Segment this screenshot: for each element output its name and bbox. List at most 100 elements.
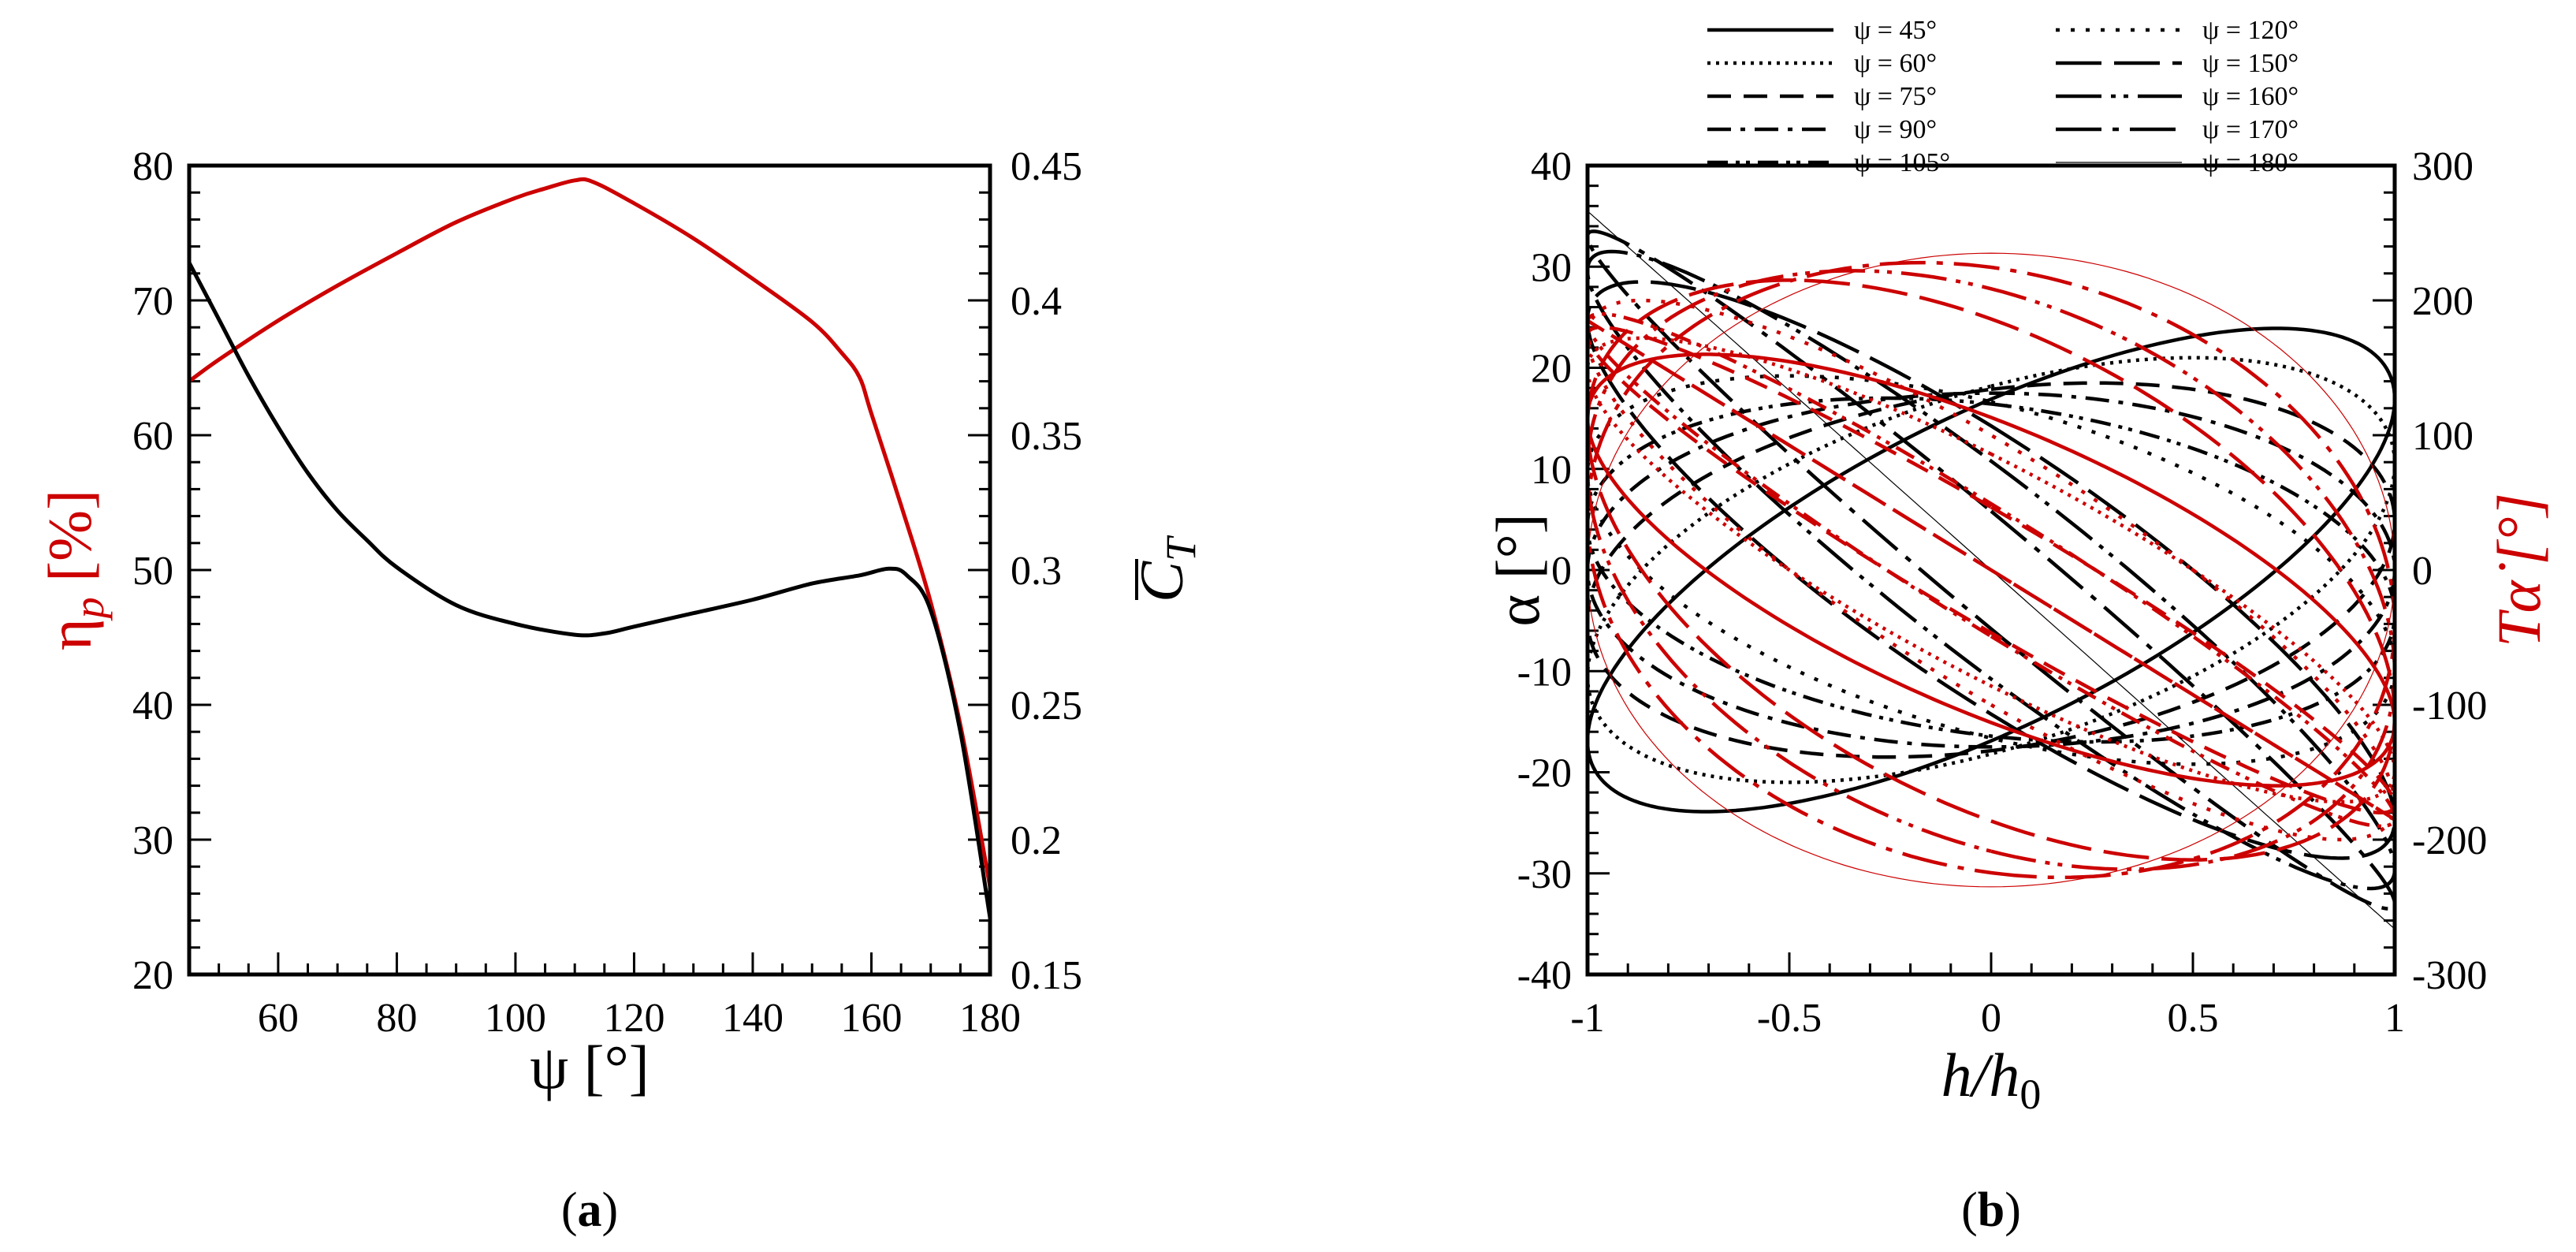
subfigure-label-b-letter: b xyxy=(1978,1183,2005,1237)
chart-a-ytick-right-label: 0.45 xyxy=(1011,144,1082,189)
chart-a-ylabel-right: CT xyxy=(1127,535,1204,602)
chart-b-rate-curve-psi-170 xyxy=(1586,260,2396,880)
chart-a-xtick-label: 140 xyxy=(722,996,784,1041)
chart-a: 60 80 100 120 140 160 180 20 30 40 50 60 70 80 0.15 0.2… xyxy=(35,144,1204,1101)
legend-label-10: ψ = 180° xyxy=(2202,148,2299,177)
chart-a-xtick-label: 160 xyxy=(840,996,902,1041)
legend-label-1: ψ = 45° xyxy=(1854,16,1937,45)
chart-b-alpha-curve-psi-45 xyxy=(1586,326,2396,814)
chart-a-xlabel: ψ [°] xyxy=(530,1033,649,1101)
chart-b-rate-curve-psi-120 xyxy=(1586,298,2396,842)
chart-b-alpha-curve-psi-90 xyxy=(1586,391,2396,749)
chart-b-alpha-curve-psi-75 xyxy=(1586,381,2396,759)
chart-a-ytick-left-label: 20 xyxy=(132,953,173,998)
chart-b-ylabel-right: Tα̇ [°] xyxy=(2485,493,2553,647)
chart-b-xtick-label: -0.5 xyxy=(1757,996,1822,1041)
chart-b-rate-curve-psi-180 xyxy=(1587,252,2395,888)
chart-b-xlabel-sub: 0 xyxy=(2019,1071,2041,1118)
legend-label-5: ψ = 105° xyxy=(1854,148,1950,177)
chart-a-ytick-right-label: 0.4 xyxy=(1011,279,1062,324)
chart-b-ytick-right-label: -100 xyxy=(2412,684,2487,728)
chart-a-ytick-left-label: 50 xyxy=(132,549,173,594)
chart-a-ylabel-right-base: C xyxy=(1127,561,1196,602)
chart-a-ylabel-right-sub: T xyxy=(1157,535,1204,561)
chart-b-tick-labels: -1 -0.5 0 0.5 1-40-30-20-10010203040-300-200… xyxy=(1517,144,2488,1041)
legend-label-7: ψ = 150° xyxy=(2202,49,2299,78)
chart-b-xlabel-base: h/h xyxy=(1941,1041,2020,1109)
legend-label-6: ψ = 120° xyxy=(2202,16,2299,45)
chart-a-ytick-left-label: 70 xyxy=(132,279,173,324)
chart-b-alpha-curve-psi-170 xyxy=(1586,229,2396,911)
chart-b-xtick-label: 1 xyxy=(2384,996,2405,1041)
chart-b-rate-curve-psi-90 xyxy=(1586,319,2396,822)
chart-b-xtick-label: 0.5 xyxy=(2168,996,2219,1041)
chart-b-alpha-curve-psi-160 xyxy=(1586,249,2396,891)
chart-a-ytick-left-label: 30 xyxy=(132,818,173,863)
chart-a-efficiency-line xyxy=(188,177,992,888)
chart-b-rate-curve-psi-60 xyxy=(1586,336,2396,804)
chart-b-ytick-right-label: -300 xyxy=(2412,953,2487,998)
chart-b-rate-curve-psi-150 xyxy=(1586,278,2396,862)
chart-a-ytick-right-label: 0.35 xyxy=(1011,414,1082,459)
chart-b-ytick-right-label: 100 xyxy=(2412,414,2474,459)
chart-a-ytick-left-label: 60 xyxy=(132,414,173,459)
chart-b-frame xyxy=(1585,163,2397,977)
chart-b-rate-curves xyxy=(1586,252,2396,888)
legend-label-3: ψ = 75° xyxy=(1854,82,1937,111)
chart-a-xtick-label: 80 xyxy=(376,996,417,1041)
chart-a-xtick-label: 120 xyxy=(603,996,664,1041)
chart-a-frame xyxy=(187,163,992,977)
legend-label-8: ψ = 160° xyxy=(2202,82,2299,111)
chart-b-legend: ψ = 45° ψ = 60° ψ = 75° ψ = 90° ψ = 105° ψ = … xyxy=(1707,16,2299,177)
chart-a-ytick-right-label: 0.3 xyxy=(1011,549,1062,594)
svg-text:CT: CT xyxy=(1127,535,1204,602)
subfigure-label-a: (a) xyxy=(561,1183,618,1237)
chart-a-ytick-left-label: 40 xyxy=(132,684,173,728)
chart-b-ytick-left-label: 0 xyxy=(1551,549,1572,594)
chart-b-ytick-left-label: -40 xyxy=(1517,953,1572,998)
chart-a-ylabel-left-base: η xyxy=(35,618,104,650)
chart-b-rate-curve-psi-160 xyxy=(1586,269,2396,871)
svg-text:ηp [%]: ηp [%] xyxy=(35,490,113,650)
subfigure-label-a-letter: a xyxy=(578,1183,602,1237)
chart-a-ytick-right-label: 0.15 xyxy=(1011,953,1082,998)
chart-a-xtick-label: 100 xyxy=(485,996,546,1041)
chart-a-xtick-label: 60 xyxy=(258,996,299,1041)
chart-b-xtick-label: -1 xyxy=(1570,996,1604,1041)
chart-b-rate-curve-psi-45 xyxy=(1586,352,2396,788)
chart-b-ylabel-left: α [°] xyxy=(1483,513,1552,627)
chart-b-ytick-left-label: -20 xyxy=(1517,751,1572,796)
chart-b-ytick-right-label: -200 xyxy=(2412,818,2487,863)
chart-b-ytick-right-label: 0 xyxy=(2412,549,2433,594)
chart-b-ytick-left-label: 30 xyxy=(1531,245,1572,290)
chart-b-ytick-left-label: -10 xyxy=(1517,650,1572,695)
chart-a-ytick-left-label: 80 xyxy=(132,144,173,189)
chart-a-ylabel-left: ηp [%] xyxy=(35,490,113,650)
chart-a-ytick-right-label: 0.25 xyxy=(1011,684,1082,728)
subfigure-label-b: (b) xyxy=(1961,1183,2021,1237)
chart-b-rate-curve-psi-75 xyxy=(1586,325,2396,815)
chart-a-xtick-label: 180 xyxy=(959,996,1021,1041)
legend-label-9: ψ = 170° xyxy=(2202,115,2299,144)
chart-b-xtick-label: 0 xyxy=(1981,996,2001,1041)
chart-a-thrust-line xyxy=(188,261,992,919)
chart-b-rate-curve-psi-105 xyxy=(1586,311,2396,829)
chart-b-ytick-left-label: 40 xyxy=(1531,144,1572,189)
chart-a-minor-ticks xyxy=(188,164,992,976)
chart-a-ytick-right-label: 0.2 xyxy=(1011,818,1062,863)
chart-b-alpha-curve-psi-105 xyxy=(1586,396,2396,744)
chart-a-tick-labels: 60 80 100 120 140 160 180 20 30 40 50 60 70 80 0.15 0.2… xyxy=(132,144,1082,1041)
chart-b-ytick-left-label: 10 xyxy=(1531,448,1572,493)
chart-b: -1 -0.5 0 0.5 1-40-30-20-10010203040-300-200… xyxy=(1483,16,2553,1118)
chart-b-ytick-right-label: 300 xyxy=(2412,144,2474,189)
chart-a-ylabel-left-sub: p xyxy=(65,597,113,621)
legend-label-4: ψ = 90° xyxy=(1854,115,1937,144)
legend-label-2: ψ = 60° xyxy=(1854,49,1937,78)
chart-b-ytick-left-label: -30 xyxy=(1517,852,1572,897)
chart-b-alpha-curve-psi-150 xyxy=(1586,280,2396,860)
chart-a-ylabel-left-unit: [%] xyxy=(35,490,104,597)
chart-b-ytick-right-label: 200 xyxy=(2412,279,2474,324)
chart-b-xlabel: h/h0 xyxy=(1941,1041,2042,1118)
chart-b-ytick-left-label: 20 xyxy=(1531,347,1572,392)
